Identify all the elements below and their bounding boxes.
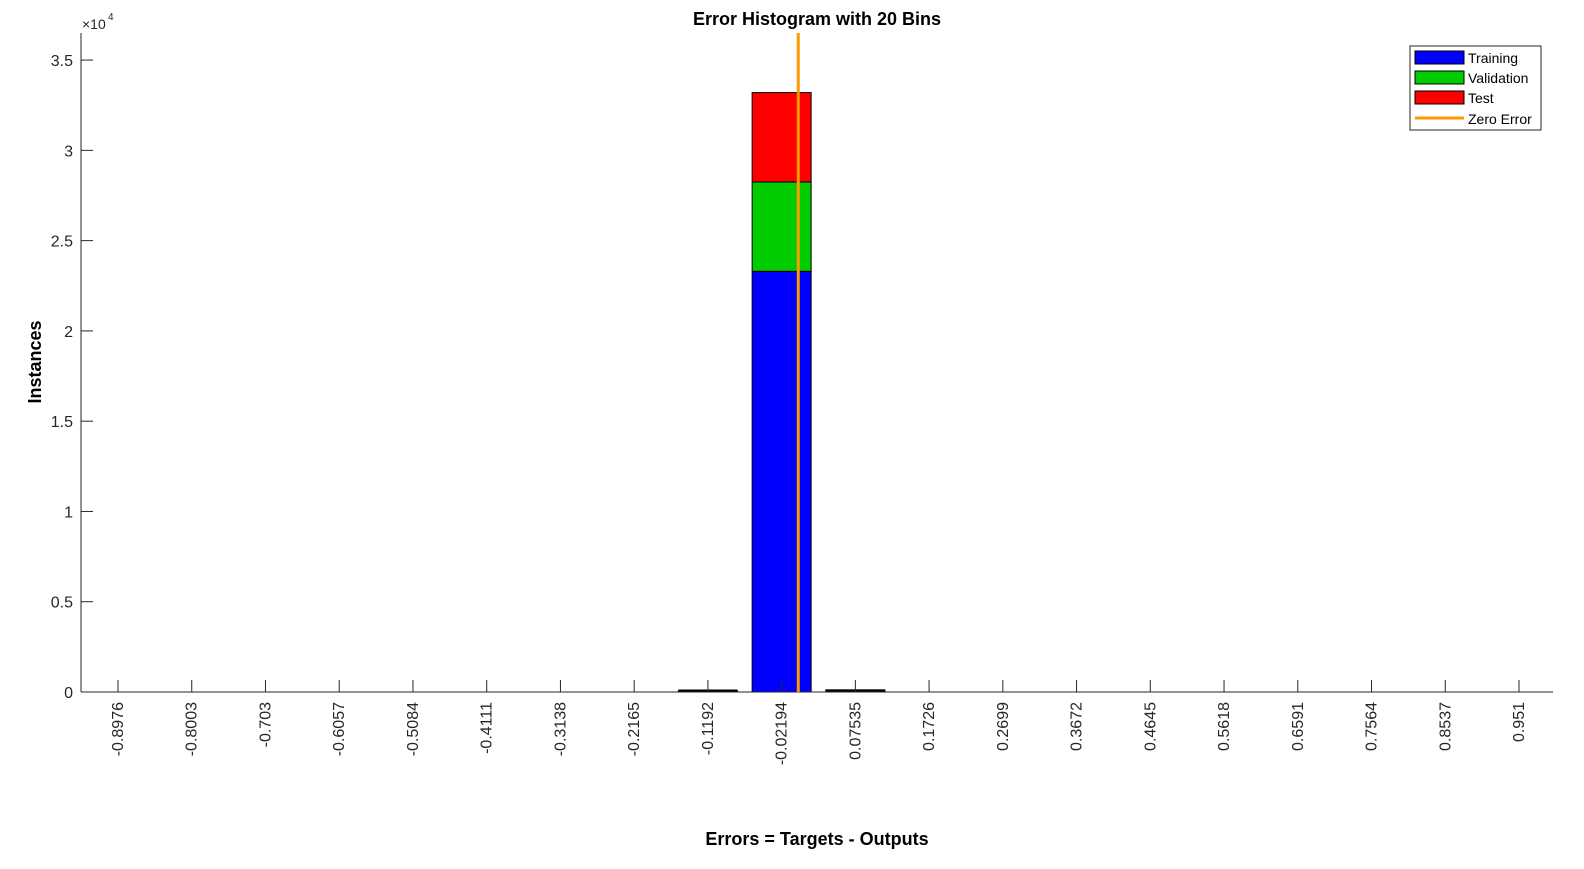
x-tick-label-13: 0.3672 <box>1069 702 1086 751</box>
y-tick-label-7: 3.5 <box>51 53 73 70</box>
x-tick-label-14: 0.4645 <box>1142 702 1159 751</box>
x-tick-label-15: 0.5618 <box>1216 702 1233 751</box>
x-tick-label-7: -0.2165 <box>626 702 643 756</box>
legend-swatch-training <box>1415 51 1464 64</box>
legend-label-training: Training <box>1468 50 1518 66</box>
y-axis-label: Instances <box>25 320 45 403</box>
x-axis-label: Errors = Targets - Outputs <box>705 829 928 849</box>
legend-label-test: Test <box>1468 90 1494 106</box>
x-tick-label-8: -0.1192 <box>700 702 717 755</box>
y-tick-label-3: 1.5 <box>51 414 73 431</box>
y-multiplier-base: ×10 <box>82 16 106 32</box>
y-multiplier-exponent: 4 <box>108 12 114 23</box>
x-tick-label-12: 0.2699 <box>995 702 1012 751</box>
y-tick-label-4: 2 <box>64 324 73 341</box>
legend-label-zero-error: Zero Error <box>1468 111 1532 127</box>
x-tick-label-18: 0.8537 <box>1437 702 1454 751</box>
y-tick-label-0: 0 <box>64 685 73 702</box>
x-tick-label-9: -0.02194 <box>774 702 791 765</box>
y-tick-label-5: 2.5 <box>51 234 73 251</box>
legend-swatch-validation <box>1415 71 1464 84</box>
y-tick-label-1: 0.5 <box>51 595 73 612</box>
x-tick-label-4: -0.5084 <box>405 702 422 756</box>
chart-title: Error Histogram with 20 Bins <box>693 9 941 29</box>
x-tick-label-6: -0.3138 <box>552 702 569 756</box>
bar-validation-9 <box>752 182 811 271</box>
legend-swatch-test <box>1415 91 1464 104</box>
y-tick-label-6: 3 <box>64 143 73 160</box>
x-tick-label-11: 0.1726 <box>921 702 938 751</box>
bar-test-9 <box>752 93 811 182</box>
legend: Training Validation Test Zero Error <box>1410 46 1541 130</box>
x-tick-label-17: 0.7564 <box>1364 702 1381 751</box>
x-tick-label-1: -0.8003 <box>184 702 201 756</box>
x-tick-label-5: -0.4111 <box>479 702 496 754</box>
y-tick-label-2: 1 <box>64 504 73 521</box>
bar-training-9 <box>752 271 811 692</box>
x-tick-label-10: 0.07535 <box>847 702 864 760</box>
x-tick-label-3: -0.6057 <box>331 702 348 756</box>
x-tick-label-2: -0.703 <box>257 702 274 747</box>
x-tick-label-19: 0.951 <box>1511 702 1528 742</box>
x-tick-label-0: -0.8976 <box>110 702 127 756</box>
x-tick-label-16: 0.6591 <box>1290 702 1307 751</box>
legend-label-validation: Validation <box>1468 70 1528 86</box>
